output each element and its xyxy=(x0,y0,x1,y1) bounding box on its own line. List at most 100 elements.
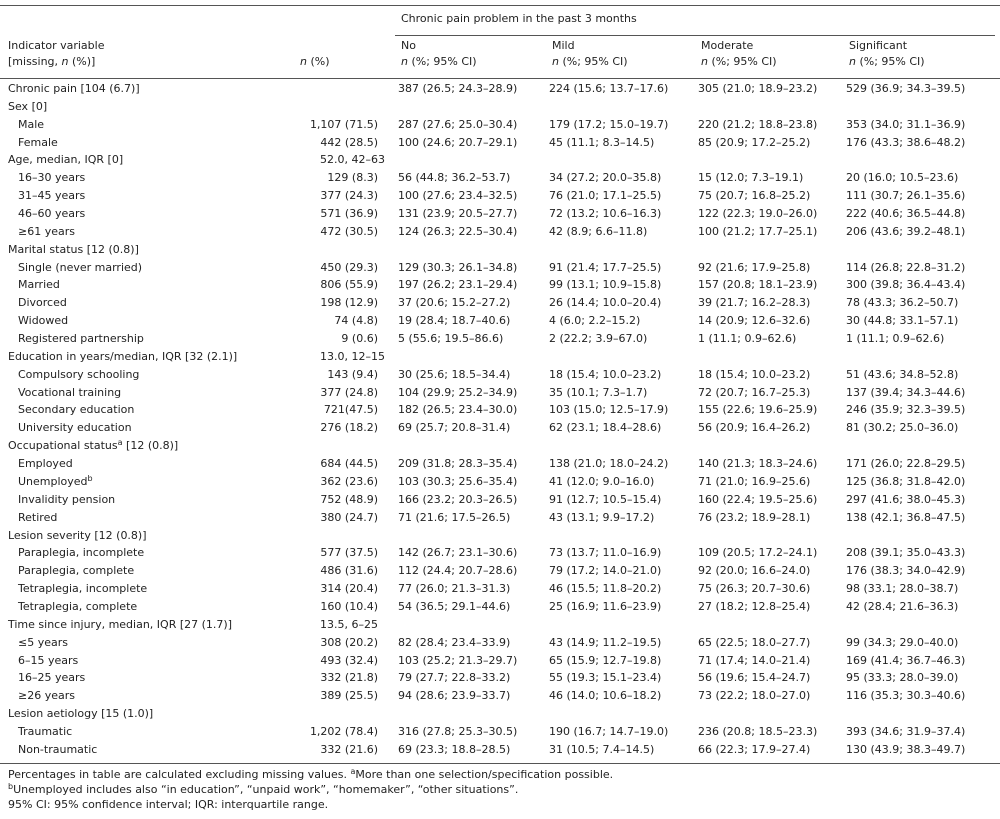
cell: 34 (27.2; 20.0–35.8) xyxy=(549,171,662,185)
cell: 112 (24.4; 20.7–28.6) xyxy=(398,564,518,578)
text-run: Unemployed xyxy=(18,474,88,488)
cell: 100 (24.6; 20.7–29.1) xyxy=(398,135,518,149)
cell: 75 (26.3; 20.7–30.6) xyxy=(698,582,811,596)
cell: 14 (20.9; 12.6–32.6) xyxy=(698,314,811,328)
cell: 130 (43.9; 38.3–49.7) xyxy=(846,742,966,756)
column-header: No xyxy=(401,39,416,52)
cell: 43 (13.1; 9.9–17.2) xyxy=(549,510,655,524)
cell: 42 (8.9; 6.6–11.8) xyxy=(549,224,648,238)
row-label: ≤5 years xyxy=(18,635,68,649)
row-label: 6–15 years xyxy=(18,653,79,667)
column-header: Mild xyxy=(552,39,575,52)
cell: 95 (33.3; 28.0–39.0) xyxy=(846,671,959,685)
n-cell: 143 (9.4) xyxy=(327,367,378,381)
row-label: Tetraplegia, incomplete xyxy=(18,582,148,596)
cell: 208 (39.1; 35.0–43.3) xyxy=(846,546,966,560)
cell: 15 (12.0; 7.3–19.1) xyxy=(698,171,804,185)
cell: 176 (38.3; 34.0–42.9) xyxy=(846,564,966,578)
cell: 100 (27.6; 23.4–32.5) xyxy=(398,189,518,203)
spanner: Chronic pain problem in the past 3 month… xyxy=(401,12,637,25)
cell: 2 (22.2; 3.9–67.0) xyxy=(549,332,648,346)
cell: 35 (10.1; 7.3–1.7) xyxy=(549,385,648,399)
cell: 69 (23.3; 18.8–28.5) xyxy=(398,742,511,756)
cell: 171 (26.0; 22.8–29.5) xyxy=(846,457,966,471)
n-cell: 577 (37.5) xyxy=(320,546,378,560)
column-header: n (%; 95% CI) xyxy=(401,55,477,69)
row-label: Male xyxy=(18,117,45,131)
cell: 77 (26.0; 21.3–31.3) xyxy=(398,582,511,596)
cell: 5 (55.6; 19.5–86.6) xyxy=(398,332,504,346)
cell: 92 (21.6; 17.9–25.8) xyxy=(698,260,811,274)
cell: 66 (22.3; 17.9–27.4) xyxy=(698,742,811,756)
superscript: a xyxy=(117,438,123,448)
column-header: n (%; 95% CI) xyxy=(849,55,925,69)
cell: 75 (20.7; 16.8–25.2) xyxy=(698,189,811,203)
cell: 393 (34.6; 31.9–37.4) xyxy=(846,724,966,738)
cell: 91 (21.4; 17.7–25.5) xyxy=(549,260,662,274)
n-cell: 752 (48.9) xyxy=(320,492,378,506)
row-label: Widowed xyxy=(18,314,69,328)
group-label: Lesion aetiology [15 (1.0)] xyxy=(8,707,154,721)
row-label: Secondary education xyxy=(18,403,135,417)
cell: 246 (35.9; 32.3–39.5) xyxy=(846,403,966,417)
cell: 142 (26.7; 23.1–30.6) xyxy=(398,546,518,560)
row-label: University education xyxy=(18,421,132,435)
cell: 104 (29.9; 25.2–34.9) xyxy=(398,385,518,399)
cell: 169 (41.4; 36.7–46.3) xyxy=(846,653,966,667)
cell: 99 (34.3; 29.0–40.0) xyxy=(846,635,959,649)
cell: 69 (25.7; 20.8–31.4) xyxy=(398,421,511,435)
cell: 160 (22.4; 19.5–25.6) xyxy=(698,492,818,506)
cell: 99 (13.1; 10.9–15.8) xyxy=(549,278,662,292)
text-run: Unemployed includes also “in education”,… xyxy=(13,783,519,796)
group-summary: 13.5, 6–25 xyxy=(320,617,378,631)
row-label: Registered partnership xyxy=(18,332,144,346)
text-run: (%; 95% CI) xyxy=(558,55,628,68)
column-header: Moderate xyxy=(701,39,754,52)
italic: n xyxy=(401,55,408,68)
cell: 182 (26.5; 23.4–30.0) xyxy=(398,403,518,417)
text-run: Occupational status xyxy=(8,439,118,453)
cell: 79 (17.2; 14.0–21.0) xyxy=(549,564,662,578)
italic: n xyxy=(552,55,559,68)
cell: 30 (44.8; 33.1–57.1) xyxy=(846,314,959,328)
cell: 140 (21.3; 18.3–24.6) xyxy=(698,457,818,471)
group-label: Sex [0] xyxy=(8,99,48,113)
row-label: 16–25 years xyxy=(18,671,86,685)
cell: 1 (11.1; 0.9–62.6) xyxy=(846,332,945,346)
cell: 79 (27.7; 22.8–33.2) xyxy=(398,671,511,685)
cell: 529 (36.9; 34.3–39.5) xyxy=(846,82,966,95)
cell: 138 (42.1; 36.8–47.5) xyxy=(846,510,966,524)
row-label: Paraplegia, incomplete xyxy=(18,546,145,560)
text-run: [missing, xyxy=(8,55,62,68)
cell: 26 (14.4; 10.0–20.4) xyxy=(549,296,662,310)
cell: 109 (20.5; 17.2–24.1) xyxy=(698,546,818,560)
n-cell: 9 (0.6) xyxy=(341,332,378,346)
cell: 179 (17.2; 15.0–19.7) xyxy=(549,117,669,131)
cell: 73 (22.2; 18.0–27.0) xyxy=(698,689,811,703)
n-cell: 571 (36.9) xyxy=(320,207,378,221)
n-cell: 377 (24.8) xyxy=(320,385,378,399)
n-cell: 129 (8.3) xyxy=(327,171,378,185)
group-label: Chronic pain [104 (6.7)] xyxy=(8,82,140,95)
text-run: (%)] xyxy=(68,55,96,68)
cell: 103 (15.0; 12.5–17.9) xyxy=(549,403,669,417)
cell: 124 (26.3; 22.5–30.4) xyxy=(398,224,518,238)
cell: 387 (26.5; 24.3–28.9) xyxy=(398,82,518,95)
n-cell: 332 (21.8) xyxy=(320,671,378,685)
group-summary: 13.0, 12–15 xyxy=(320,349,385,363)
cell: 125 (36.8; 31.8–42.0) xyxy=(846,474,966,488)
cell: 85 (20.9; 17.2–25.2) xyxy=(698,135,811,149)
n-cell: 389 (25.5) xyxy=(320,689,378,703)
cell: 73 (13.7; 11.0–16.9) xyxy=(549,546,662,560)
cell: 222 (40.6; 36.5–44.8) xyxy=(846,207,966,221)
row-label: Retired xyxy=(18,510,58,524)
cell: 224 (15.6; 13.7–17.6) xyxy=(549,82,669,95)
cell: 82 (28.4; 23.4–33.9) xyxy=(398,635,511,649)
cell: 287 (27.6; 25.0–30.4) xyxy=(398,117,518,131)
cell: 65 (15.9; 12.7–19.8) xyxy=(549,653,662,667)
text-run: Percentages in table are calculated excl… xyxy=(8,768,351,781)
cell: 81 (30.2; 25.0–36.0) xyxy=(846,421,959,435)
n-cell: 486 (31.6) xyxy=(320,564,378,578)
cell: 155 (22.6; 19.6–25.9) xyxy=(698,403,818,417)
